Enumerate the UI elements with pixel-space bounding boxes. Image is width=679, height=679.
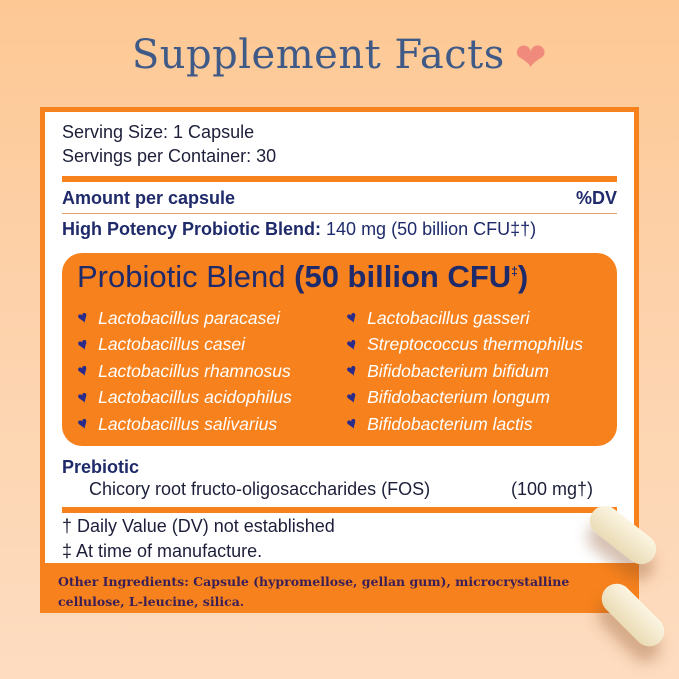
heart-bullet-icon: ♥	[343, 307, 360, 329]
servings-per-container: Servings per Container: 30	[62, 146, 277, 166]
blend-title: Probiotic Blend	[77, 259, 286, 294]
serving-size: Serving Size: 1 Capsule	[62, 122, 255, 142]
heart-bullet-icon: ♥	[74, 360, 91, 382]
strain-list-right: ♥ Lactobacillus gasseri ♥ Streptococcus th…	[343, 305, 584, 438]
list-item: ♥ Lactobacillus rhamnosus	[74, 358, 292, 385]
list-item: ♥ Lactobacillus acidophilus	[74, 385, 292, 412]
prebiotic-amount: (100 mg†)	[511, 479, 594, 499]
list-item: ♥ Bifidobacterium lactis	[343, 411, 583, 438]
strain: Lactobacillus acidophilus	[98, 387, 292, 408]
heart-icon: ❤	[514, 35, 548, 79]
list-item: ♥ Bifidobacterium bifidum	[343, 358, 583, 385]
list-item: ♥ Lactobacillus gasseri	[343, 305, 583, 332]
strain: Lactobacillus paracasei	[98, 307, 281, 328]
heart-bullet-icon: ♥	[74, 413, 91, 435]
heart-bullet-icon: ♥	[343, 386, 360, 408]
strain: Lactobacillus gasseri	[367, 307, 530, 328]
prebiotic-label: Prebiotic	[62, 457, 140, 477]
footnote-dv: † Daily Value (DV) not established	[62, 516, 335, 536]
blend-cfu: (50 billion CFU‡)	[294, 259, 528, 294]
list-item: ♥ Streptococcus thermophilus	[343, 332, 584, 359]
heart-bullet-icon: ♥	[343, 360, 360, 382]
heart-bullet-icon: ♥	[343, 333, 360, 355]
dv-header: %DV	[575, 188, 617, 208]
strain: Lactobacillus rhamnosus	[98, 360, 291, 381]
blend-heading: Probiotic Blend (50 billion CFU‡)	[77, 259, 528, 295]
amount-header: Amount per capsule	[62, 188, 236, 208]
strain-list-left: ♥ Lactobacillus paracasei ♥ Lactobacillus …	[74, 305, 292, 438]
footnote-manufacture: ‡ At time of manufacture.	[62, 541, 263, 561]
list-item: ♥ Bifidobacterium longum	[343, 385, 583, 412]
list-item: ♥ Lactobacillus salivarius	[74, 411, 292, 438]
blend-label: High Potency Probiotic Blend:	[62, 219, 322, 239]
strain: Bifidobacterium bifidum	[367, 360, 549, 381]
heart-bullet-icon: ♥	[343, 413, 360, 435]
prebiotic-item: Chicory root fructo-oligosaccharides (FO…	[89, 479, 431, 499]
heart-bullet-icon: ♥	[74, 333, 91, 355]
blend-amount: 140 mg (50 billion CFU‡†)	[326, 219, 537, 239]
strain: Bifidobacterium longum	[367, 387, 550, 408]
probiotic-blend-box: Probiotic Blend (50 billion CFU‡) ♥ Lacto…	[62, 253, 617, 446]
other-ingredients: Other Ingredients: Capsule (hypromellose…	[40, 563, 639, 613]
supplement-facts-panel: Serving Size: 1 Capsule Servings per Con…	[40, 107, 639, 613]
page-title: Supplement Facts ❤	[0, 32, 679, 79]
cfu-text: (50 billion CFU	[294, 259, 512, 294]
heart-bullet-icon: ♥	[74, 386, 91, 408]
divider	[62, 507, 617, 513]
list-item: ♥ Lactobacillus paracasei	[74, 305, 292, 332]
cfu-close: )	[517, 259, 529, 294]
strain: Lactobacillus casei	[98, 334, 245, 355]
title-text: Supplement Facts	[131, 32, 505, 78]
strain: Streptococcus thermophilus	[367, 334, 584, 355]
divider-thin	[62, 213, 617, 214]
list-item: ♥ Lactobacillus casei	[74, 332, 292, 359]
strain: Lactobacillus salivarius	[98, 413, 278, 434]
heart-bullet-icon: ♥	[74, 307, 91, 329]
blend-line: High Potency Probiotic Blend: 140 mg (50…	[62, 219, 536, 240]
divider	[62, 176, 617, 182]
strain: Bifidobacterium lactis	[367, 413, 533, 434]
cfu-mark: ‡	[511, 264, 518, 279]
